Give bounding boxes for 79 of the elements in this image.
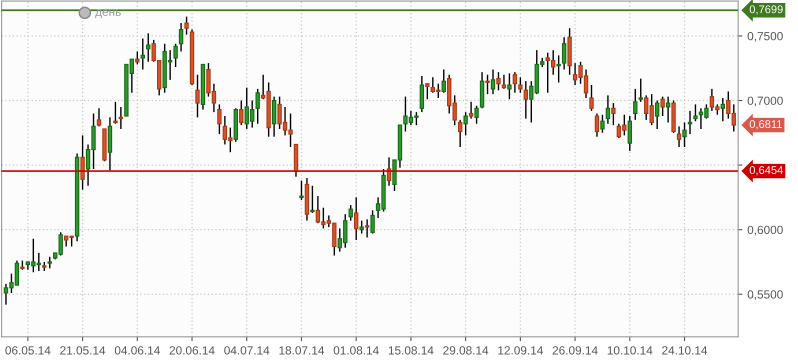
candlestick	[463, 111, 468, 136]
candlestick	[633, 88, 638, 121]
candlestick	[474, 105, 479, 124]
candlestick	[518, 76, 523, 94]
candlestick	[688, 110, 692, 135]
candlestick	[146, 32, 150, 62]
candlestick	[370, 210, 375, 234]
candlestick	[666, 96, 670, 124]
x-tick-label: 10.10.14	[608, 346, 652, 355]
x-tick-label: 26.09.14	[552, 346, 598, 355]
candlestick	[354, 196, 358, 241]
ref-line-label: 0,6454	[750, 166, 783, 176]
x-tick-label: 12.09.14	[498, 346, 543, 355]
candlestick	[173, 43, 178, 68]
candlestick	[239, 100, 244, 126]
candlestick	[348, 204, 353, 222]
candlestick	[178, 22, 184, 52]
candlestick	[562, 36, 566, 70]
candlestick	[48, 256, 52, 270]
candlestick	[720, 97, 726, 122]
candlestick	[217, 104, 222, 135]
ref-line-label: 0,7699	[750, 5, 783, 15]
candlestick	[496, 71, 501, 91]
candlestick	[589, 84, 594, 112]
candlestick	[255, 88, 260, 124]
candlestick	[600, 114, 605, 134]
candlestick	[638, 78, 643, 103]
candlestick	[359, 220, 364, 234]
candlestick	[80, 134, 85, 190]
candlestick	[96, 108, 102, 128]
candlestick	[42, 261, 46, 272]
candlestick	[654, 100, 660, 130]
candlestick	[512, 71, 518, 94]
candlestick	[364, 218, 370, 238]
candlestick	[682, 122, 687, 148]
candlestick	[195, 74, 200, 118]
x-tick-label: 21.05.14	[60, 346, 106, 355]
candlestick	[184, 16, 189, 36]
y-tick-label: 0,6000	[748, 226, 783, 236]
candlestick	[490, 68, 496, 95]
candlestick	[611, 102, 616, 126]
candlestick	[118, 106, 124, 130]
candlestick	[20, 260, 25, 270]
text: 0,6811	[750, 120, 782, 130]
candlestick	[140, 38, 145, 70]
x-tick-label: 06.05.14	[5, 346, 50, 355]
x-tick-label: 20.06.14	[170, 346, 215, 355]
candlestick	[272, 96, 276, 138]
x-tick-label: 29.08.14	[443, 346, 488, 355]
candlestick	[113, 101, 118, 124]
candlestick	[485, 74, 490, 95]
candlestick	[135, 50, 140, 66]
candlestick	[425, 83, 430, 100]
text: день	[95, 10, 121, 18]
candlestick	[458, 119, 462, 148]
candlestick	[442, 68, 446, 94]
x-tick-label: 15.08.14	[388, 346, 434, 355]
candlestick	[693, 104, 698, 122]
y-tick-label: 0,7000	[748, 96, 783, 106]
candlestick	[507, 72, 512, 100]
candlestick	[310, 185, 315, 214]
candlestick	[420, 75, 424, 113]
candlestick	[660, 96, 665, 117]
x-tick-label: 04.07.14	[224, 346, 270, 355]
candlestick	[628, 115, 632, 152]
x-tick-label: 24.10.14	[662, 346, 708, 355]
candlestick	[502, 74, 506, 90]
y-tick-label: 0,5500	[748, 290, 783, 300]
candlestick	[299, 180, 304, 201]
candlestick	[594, 112, 600, 138]
candlestick	[556, 54, 561, 84]
candlestick	[468, 101, 474, 120]
y-tick-label: 0,7500	[748, 32, 783, 42]
x-tick-label: 18.07.14	[279, 346, 324, 355]
candlestick	[606, 94, 610, 124]
candlestick	[524, 80, 528, 120]
x-tick-label: 04.06.14	[114, 346, 160, 355]
x-tick-label: 01.08.14	[334, 346, 379, 355]
candlestick	[676, 126, 682, 148]
